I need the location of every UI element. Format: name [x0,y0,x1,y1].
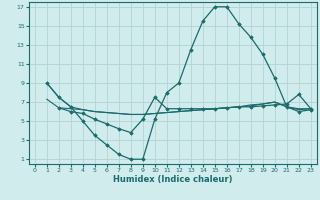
X-axis label: Humidex (Indice chaleur): Humidex (Indice chaleur) [113,175,233,184]
